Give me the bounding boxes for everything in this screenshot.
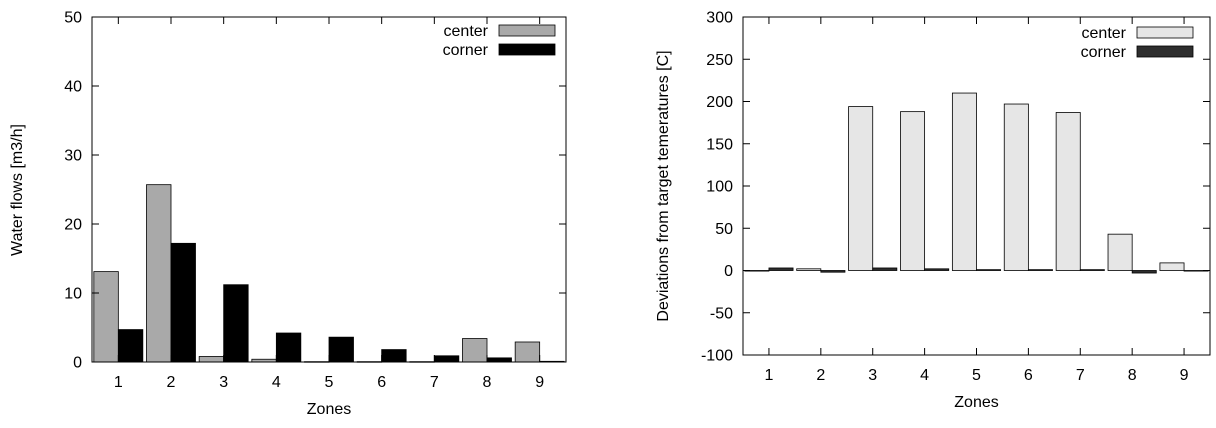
bar-corner-zone-3	[223, 284, 249, 363]
bar-center-zone-1	[93, 271, 119, 363]
y-tick-label: -50	[710, 305, 733, 322]
y-tick-label: -100	[701, 348, 733, 365]
bar-corner-zone-4	[275, 332, 302, 363]
legend-label-corner: corner	[1081, 44, 1127, 61]
bar-center-zone-4	[900, 111, 926, 271]
legend-label-center: center	[444, 23, 489, 40]
y-axis-label: Water flows [m3/h]	[9, 124, 26, 256]
y-tick-label: 150	[706, 136, 733, 153]
y-tick-label: 250	[706, 52, 733, 69]
y-tick-label: 300	[706, 10, 733, 27]
bar-corner-zone-7	[433, 355, 460, 363]
bar-corner-zone-6	[1027, 269, 1053, 271]
bar-center-zone-3	[198, 356, 225, 363]
bar-center-zone-7	[1055, 112, 1081, 271]
x-tick-label: 9	[1180, 367, 1189, 384]
bar-corner-zone-8	[486, 357, 512, 363]
y-tick-label: 20	[64, 217, 82, 234]
y-axis-label: Deviations from target temeratures [C]	[655, 50, 672, 321]
water-flows-chart: 0 10 20 30 40 50 1 2 3 4 5 6 7 8 9 Zones Water flows [m3…	[9, 10, 567, 418]
x-tick-label: 2	[816, 367, 825, 384]
x-axis-label: Zones	[307, 401, 351, 418]
bar-center-zone-6	[1003, 103, 1029, 271]
bar-corner-zone-8	[1131, 270, 1157, 274]
x-tick-label: 1	[114, 374, 123, 391]
temperature-deviation-chart: -100 -50 0 50 100 150 200 250 300 1 2 3 4 5 6 7 8 9 Zones D…	[655, 10, 1211, 411]
bar-corner-zone-2	[170, 242, 196, 363]
x-tick-label: 2	[167, 374, 176, 391]
legend-label-corner: corner	[443, 42, 489, 59]
x-tick-label: 8	[1128, 367, 1137, 384]
x-tick-label: 8	[483, 374, 492, 391]
bar-center-zone-8	[1107, 233, 1133, 271]
legend-swatch-corner	[1136, 45, 1194, 58]
bar-corner-zone-5	[328, 336, 354, 363]
y-tick-label: 10	[64, 286, 82, 303]
legend-label-center: center	[1082, 25, 1127, 42]
bar-corner-zone-5	[976, 269, 1002, 271]
y-tick-label: 0	[724, 263, 733, 280]
x-tick-label: 4	[272, 374, 281, 391]
x-tick-label: 7	[1076, 367, 1085, 384]
x-tick-label: 5	[972, 367, 981, 384]
x-tick-label: 6	[377, 374, 386, 391]
x-tick-label: 5	[325, 374, 334, 391]
bar-corner-zone-2	[820, 270, 846, 273]
bar-center-zone-9	[514, 341, 541, 363]
bar-center-zone-3	[848, 106, 874, 271]
bar-center-zone-5	[951, 92, 977, 271]
x-tick-label: 3	[219, 374, 228, 391]
x-tick-label: 4	[920, 367, 929, 384]
x-tick-label: 3	[868, 367, 877, 384]
bar-corner-zone-4	[924, 268, 950, 271]
legend-swatch-center	[498, 24, 556, 37]
y-tick-label: 40	[64, 79, 82, 96]
x-axis-label: Zones	[954, 394, 998, 411]
x-tick-label: 1	[764, 367, 773, 384]
x-tick-label: 7	[430, 374, 439, 391]
y-tick-label: 0	[73, 355, 82, 372]
y-tick-label: 30	[64, 148, 82, 165]
legend-swatch-center	[1136, 26, 1194, 39]
x-tick-label: 6	[1024, 367, 1033, 384]
legend-swatch-corner	[498, 43, 556, 56]
bar-corner-zone-1	[768, 267, 794, 271]
bar-corner-zone-6	[381, 349, 407, 363]
bar-center-zone-8	[462, 338, 488, 363]
y-tick-label: 200	[706, 94, 733, 111]
bar-corner-zone-7	[1079, 269, 1105, 271]
bar-corner-zone-3	[872, 267, 898, 271]
y-tick-label: 50	[715, 221, 733, 238]
x-tick-label: 9	[535, 374, 544, 391]
bar-center-zone-9	[1159, 262, 1185, 271]
bar-center-zone-2	[796, 268, 822, 271]
bar-corner-zone-1	[117, 329, 144, 363]
bar-center-zone-2	[146, 184, 172, 363]
y-tick-label: 50	[64, 10, 82, 27]
y-tick-label: 100	[706, 179, 733, 196]
